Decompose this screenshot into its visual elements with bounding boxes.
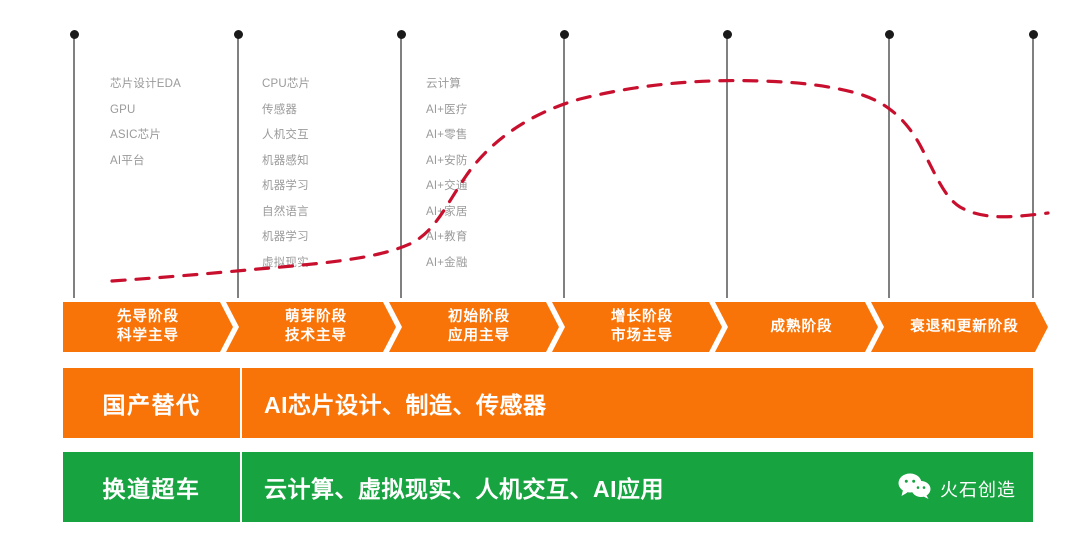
pin-dot-icon [1028,30,1038,39]
stage-label-line: 成熟阶段 [770,318,833,335]
stage-label-line: 初始阶段 [448,309,510,325]
pin-dot-icon [396,30,406,39]
stage-decline[interactable]: 衰退和更新阶段 [871,302,1048,352]
keyword-item: AI+金融 [426,256,468,269]
pin-dot-icon [69,30,79,39]
keyword-item: AI+医疗 [426,103,468,116]
keyword-item: 云计算 [426,78,462,90]
keyword-item: 传感器 [262,103,298,116]
stage-label-line: 衰退和更新阶段 [910,318,1019,335]
keywords-pioneer: 芯片设计EDA GPU ASIC芯片 AI平台 [110,72,181,174]
watermark-label: 火石创造 [940,479,1016,500]
stage-chevron-banner: 先导阶段 科学主导 萌芽阶段 技术主导 初始阶段 应用主导 增长阶段 市场主导 成熟阶段 衰退和更… [63,302,1048,352]
pin-6 [884,30,894,298]
stage-label-line: 增长阶段 [611,309,673,325]
pin-4 [559,30,569,298]
wechat-icon [898,472,932,505]
keyword-item: AI+家居 [426,205,468,218]
keyword-item: 自然语言 [262,205,309,218]
bar-divider [240,368,242,438]
pin-dot-icon [884,30,894,39]
keyword-item: 机器学习 [262,180,309,192]
keyword-item: AI+安防 [426,154,468,167]
stage-label-line: 萌芽阶段 [285,309,347,325]
keywords-initial: 云计算 AI+医疗 AI+零售 AI+安防 AI+交通 AI+家居 AI+教育 AI+金融 [426,72,468,276]
stage-growth[interactable]: 增长阶段 市场主导 [552,302,722,352]
keyword-item: 人机交互 [262,129,309,141]
bar-label: 国产替代 [102,392,201,418]
pin-dot-icon [559,30,569,39]
keyword-item: CPU芯片 [262,78,311,90]
pin-2 [233,30,243,298]
pin-7 [1028,30,1038,298]
keyword-item: 虚拟现实 [262,256,309,269]
bar-lane-change-overtaking: 换道超车 云计算、虚拟现实、人机交互、AI应用 [63,452,1033,522]
stage-label-line: 市场主导 [611,328,673,344]
pin-dot-icon [722,30,732,39]
keyword-item: AI平台 [110,154,145,167]
keyword-item: GPU [110,103,136,116]
pin-1 [69,30,79,298]
stage-label-line: 先导阶段 [117,309,179,325]
keyword-item: AI+教育 [426,231,468,243]
pin-dot-icon [233,30,243,39]
bar-content: 云计算、虚拟现实、人机交互、AI应用 [264,476,664,502]
keyword-item: ASIC芯片 [110,129,162,141]
bar-domestic-substitution: 国产替代 AI芯片设计、制造、传感器 [63,368,1033,438]
keyword-item: 机器感知 [262,154,309,167]
stage-label-line: 应用主导 [448,328,510,344]
bar-divider [240,452,242,522]
keyword-item: 机器学习 [262,231,309,243]
stage-mature[interactable]: 成熟阶段 [715,302,878,352]
bar-label: 换道超车 [102,476,201,502]
stage-label-line: 科学主导 [117,328,179,344]
stage-budding[interactable]: 萌芽阶段 技术主导 [226,302,396,352]
keywords-budding: CPU芯片 传感器 人机交互 机器感知 机器学习 自然语言 机器学习 虚拟现实 [262,72,310,276]
stage-initial[interactable]: 初始阶段 应用主导 [389,302,559,352]
stage-label-line: 技术主导 [285,328,347,344]
pin-5 [722,30,732,298]
s-curve-path [110,78,1050,283]
keyword-item: 芯片设计EDA [110,78,182,90]
keyword-item: AI+交通 [426,180,468,192]
bar-content: AI芯片设计、制造、传感器 [264,392,547,418]
wechat-watermark: 火石创造 [898,472,1016,505]
keyword-item: AI+零售 [426,129,468,141]
pin-3 [396,30,406,298]
stage-pioneer[interactable]: 先导阶段 科学主导 [63,302,233,352]
